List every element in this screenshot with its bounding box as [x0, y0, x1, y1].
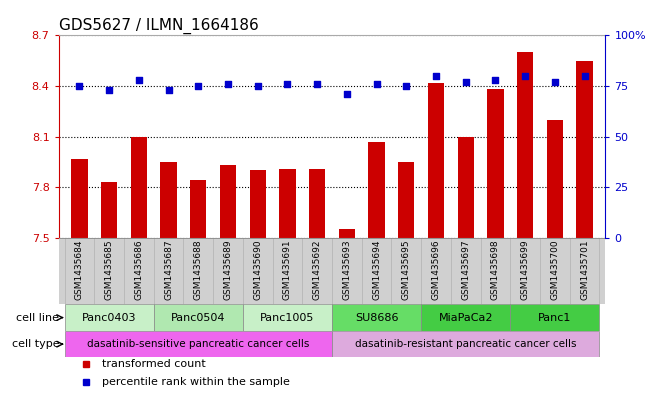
- Point: [253, 83, 263, 89]
- Bar: [332, 331, 600, 357]
- Text: SU8686: SU8686: [355, 312, 398, 323]
- Bar: [368, 141, 385, 238]
- Bar: [421, 304, 510, 331]
- Text: dasatinib-sensitive pancreatic cancer cells: dasatinib-sensitive pancreatic cancer ce…: [87, 339, 309, 349]
- Point: [283, 81, 293, 87]
- Text: GSM1435691: GSM1435691: [283, 239, 292, 300]
- Point: [371, 81, 381, 87]
- Bar: [339, 230, 355, 238]
- Text: GSM1435684: GSM1435684: [75, 239, 84, 300]
- Bar: [71, 158, 88, 238]
- Text: Panc1: Panc1: [538, 312, 572, 323]
- Text: transformed count: transformed count: [102, 359, 206, 369]
- Text: GSM1435700: GSM1435700: [550, 239, 559, 300]
- Text: GSM1435686: GSM1435686: [134, 239, 143, 300]
- Bar: [279, 169, 296, 238]
- Point: [520, 73, 531, 79]
- Point: [223, 81, 233, 87]
- Bar: [332, 304, 421, 331]
- Point: [490, 77, 501, 83]
- Bar: [243, 304, 332, 331]
- Text: GSM1435693: GSM1435693: [342, 239, 352, 300]
- Text: GSM1435697: GSM1435697: [462, 239, 470, 300]
- Bar: [154, 304, 243, 331]
- Text: Panc1005: Panc1005: [260, 312, 314, 323]
- Text: GSM1435696: GSM1435696: [432, 239, 441, 300]
- Bar: [517, 52, 533, 238]
- Point: [312, 81, 322, 87]
- Bar: [160, 162, 176, 238]
- Point: [342, 91, 352, 97]
- Bar: [249, 170, 266, 238]
- Point: [431, 73, 441, 79]
- Text: percentile rank within the sample: percentile rank within the sample: [102, 377, 290, 387]
- Bar: [131, 137, 147, 238]
- Text: Panc0504: Panc0504: [171, 312, 225, 323]
- Text: GDS5627 / ILMN_1664186: GDS5627 / ILMN_1664186: [59, 18, 258, 34]
- Text: GSM1435695: GSM1435695: [402, 239, 411, 300]
- Text: GSM1435689: GSM1435689: [223, 239, 232, 300]
- Text: GSM1435688: GSM1435688: [194, 239, 202, 300]
- Point: [163, 87, 174, 93]
- Bar: [576, 61, 593, 238]
- Bar: [510, 304, 600, 331]
- Text: MiaPaCa2: MiaPaCa2: [439, 312, 493, 323]
- Bar: [101, 182, 117, 238]
- Text: GSM1435694: GSM1435694: [372, 239, 381, 300]
- Bar: [488, 89, 504, 238]
- Text: GSM1435698: GSM1435698: [491, 239, 500, 300]
- Text: GSM1435692: GSM1435692: [312, 239, 322, 300]
- Bar: [309, 169, 326, 238]
- Text: GSM1435701: GSM1435701: [580, 239, 589, 300]
- Text: dasatinib-resistant pancreatic cancer cells: dasatinib-resistant pancreatic cancer ce…: [355, 339, 577, 349]
- Point: [133, 77, 144, 83]
- Bar: [428, 83, 444, 238]
- Bar: [64, 331, 332, 357]
- Text: cell line: cell line: [16, 312, 59, 323]
- Bar: [398, 162, 415, 238]
- Text: GSM1435685: GSM1435685: [105, 239, 114, 300]
- Text: cell type: cell type: [12, 339, 59, 349]
- Bar: [547, 120, 563, 238]
- Bar: [190, 180, 206, 238]
- Text: Panc0403: Panc0403: [82, 312, 136, 323]
- Point: [74, 83, 85, 89]
- Point: [460, 79, 471, 85]
- Bar: [64, 304, 154, 331]
- Text: GSM1435690: GSM1435690: [253, 239, 262, 300]
- Text: GSM1435699: GSM1435699: [521, 239, 530, 300]
- Point: [104, 87, 115, 93]
- Point: [193, 83, 204, 89]
- Bar: [458, 137, 474, 238]
- Point: [401, 83, 411, 89]
- Point: [579, 73, 590, 79]
- Bar: [220, 165, 236, 238]
- Point: [549, 79, 560, 85]
- Text: GSM1435687: GSM1435687: [164, 239, 173, 300]
